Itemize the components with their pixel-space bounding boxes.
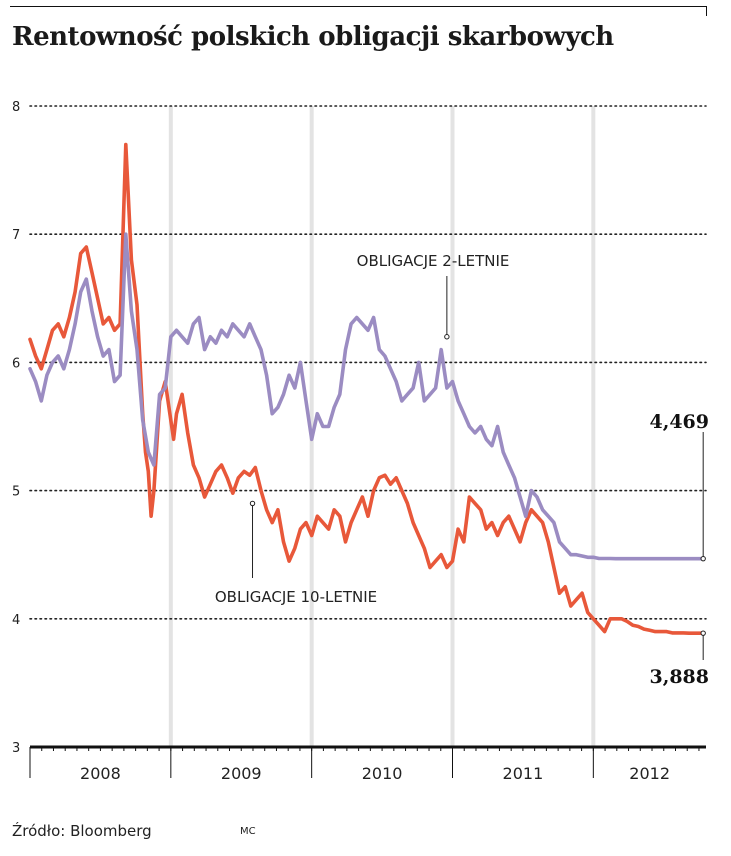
chart-title: Rentowność polskich obligacji skarbowych xyxy=(12,22,614,52)
y-tick-label: 3 xyxy=(12,741,20,756)
series-line-2y xyxy=(28,232,706,561)
year-separator-band xyxy=(450,106,455,747)
callout-dot-10y xyxy=(249,500,256,507)
right-rule xyxy=(706,6,707,16)
x-year-label: 2012 xyxy=(629,764,670,783)
end-value-label-2y: 4,469 xyxy=(650,411,710,433)
end-value-label-10y: 3,888 xyxy=(650,666,710,688)
author-credit: MC xyxy=(240,826,256,837)
series-label-10y: OBLIGACJE 10-LETNIE xyxy=(215,588,377,606)
series-label-2y: OBLIGACJE 2-LETNIE xyxy=(357,252,510,270)
y-tick-label: 5 xyxy=(12,485,20,500)
y-tick-label: 8 xyxy=(12,100,20,115)
x-year-label: 2009 xyxy=(221,764,262,783)
top-rule xyxy=(10,6,706,7)
year-separator-band xyxy=(591,106,596,747)
y-tick-label: 6 xyxy=(12,356,20,371)
y-tick-label: 7 xyxy=(12,228,20,243)
x-year-label: 2011 xyxy=(503,764,544,783)
x-year-label: 2010 xyxy=(362,764,403,783)
year-separator-band xyxy=(309,106,314,747)
end-dot-10y xyxy=(700,630,706,636)
end-dot-2y xyxy=(700,555,706,562)
y-tick-label: 4 xyxy=(12,613,20,628)
x-year-label: 2008 xyxy=(80,764,121,783)
callout-dot-2y xyxy=(444,334,450,340)
source-note: Źródło: Bloomberg xyxy=(12,822,152,840)
